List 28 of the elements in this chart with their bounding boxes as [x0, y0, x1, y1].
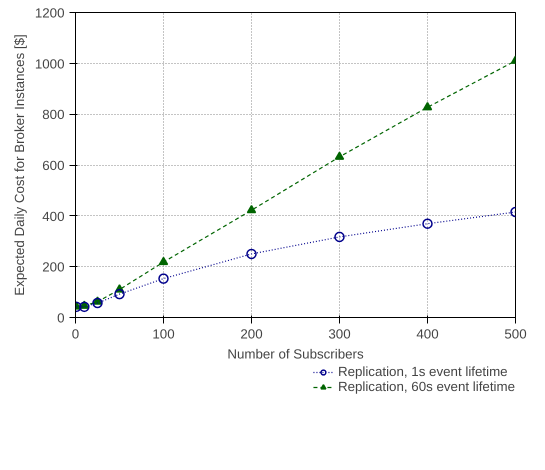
legend-label: Replication, 1s event lifetime: [338, 364, 508, 379]
y-tick-label: 800: [42, 107, 65, 122]
legend-label: Replication, 60s event lifetime: [338, 379, 515, 394]
point: [422, 102, 432, 110]
point: [158, 273, 169, 284]
point: [246, 248, 257, 260]
point: [334, 152, 344, 160]
y-tick-label: 400: [42, 208, 65, 224]
y-tick-label: 200: [42, 260, 65, 275]
y-tick-label: 600: [42, 158, 65, 173]
point: [334, 232, 345, 242]
point: [114, 288, 125, 300]
point: [79, 302, 90, 312]
x-tick-label: 200: [240, 326, 263, 342]
y-tick-label: 0: [57, 310, 65, 326]
x-tick-label: 300: [328, 326, 351, 342]
y-tick-label: 1000: [34, 56, 65, 72]
point: [246, 204, 256, 214]
y-axis-title: Expected Daily Cost for Broker Instances [$]: [12, 34, 27, 296]
x-tick-label: 100: [152, 326, 175, 342]
x-axis-title: Number of Subscribers: [227, 346, 364, 362]
x-tick-label: 500: [504, 326, 527, 342]
point: [158, 256, 168, 266]
point: [422, 218, 433, 229]
point: [92, 298, 103, 308]
y-tick-label: 1200: [34, 6, 65, 20]
x-tick-label: 400: [416, 326, 439, 342]
x-tick-label: 0: [72, 326, 80, 342]
